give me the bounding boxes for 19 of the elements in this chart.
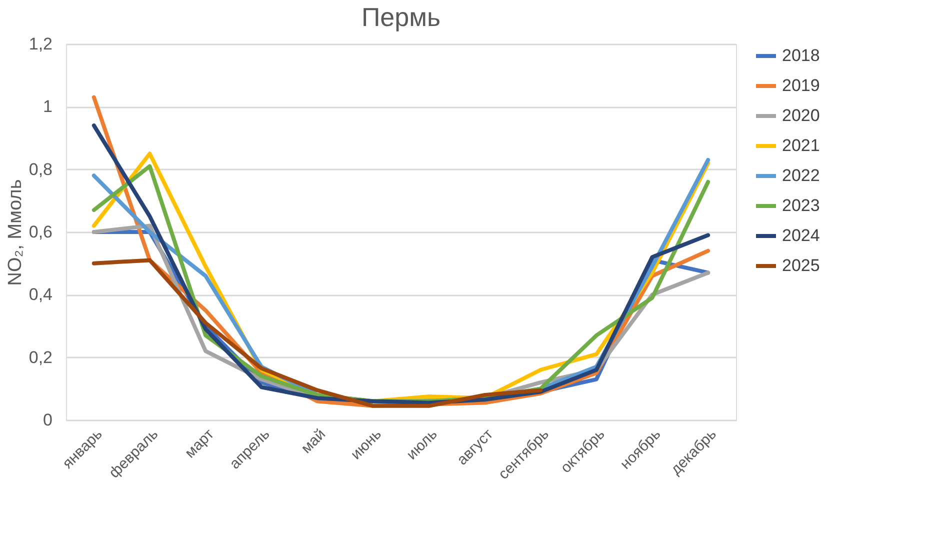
y-tick-label: 0: [43, 410, 52, 430]
legend-label: 2022: [782, 166, 820, 185]
legend-label: 2021: [782, 136, 820, 155]
y-axis-title: NO₂, Ммоль: [4, 179, 26, 286]
y-tick-label: 0,4: [28, 285, 52, 304]
y-tick-label: 0,2: [28, 348, 52, 367]
chart-title: Пермь: [361, 2, 441, 32]
y-tick-label: 1,2: [28, 34, 52, 54]
y-tick-label: 1: [43, 97, 52, 116]
legend-label: 2025: [782, 256, 820, 275]
legend-label: 2023: [782, 196, 820, 215]
y-tick-label: 0,8: [28, 160, 52, 179]
y-tick-label: 0,6: [28, 222, 52, 242]
legend-label: 2020: [782, 106, 820, 125]
legend-label: 2019: [782, 76, 820, 95]
x-tick-label: май: [298, 426, 330, 457]
line-series: [92, 258, 543, 408]
legend-label: 2024: [782, 226, 820, 245]
legend-label: 2018: [782, 46, 820, 65]
